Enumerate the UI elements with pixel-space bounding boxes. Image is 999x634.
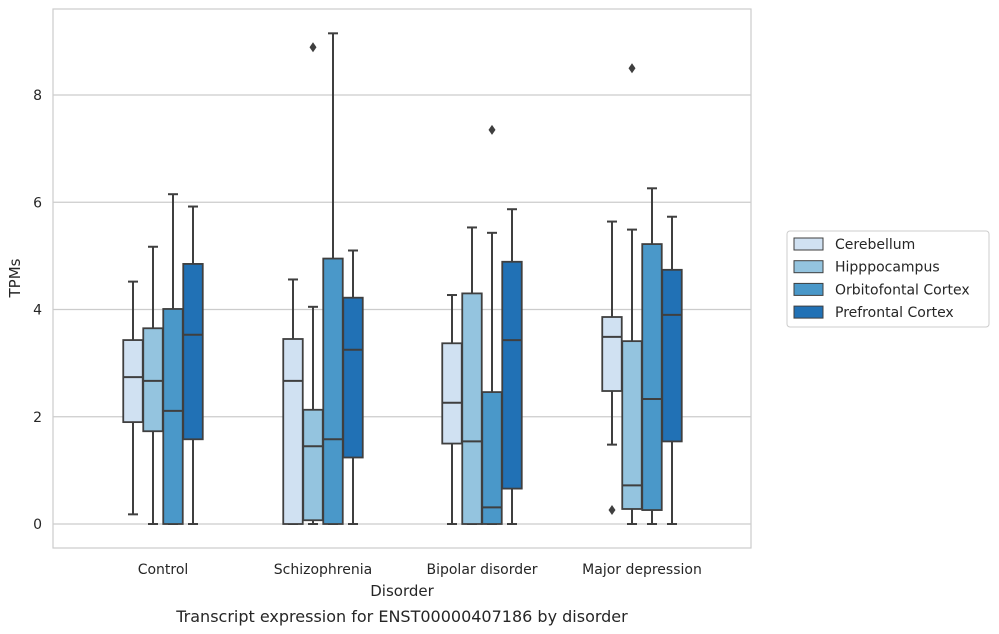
y-axis-ticks: 0 2 4 6 8: [33, 88, 42, 533]
legend-item-hipppocampus: Hipppocampus: [793, 260, 940, 276]
box-iqr: [501, 260, 523, 490]
box-iqr: [142, 327, 164, 433]
legend-swatch: [793, 282, 824, 296]
box-orbitofontal-cortex-schizophrenia: [322, 32, 344, 525]
outlier-point: [488, 124, 496, 135]
outlier-point: [628, 63, 636, 74]
box-prefrontal-cortex-schizophrenia: [342, 249, 364, 525]
y-tick-label-8: 8: [33, 88, 42, 104]
outlier-point: [309, 42, 317, 53]
box-iqr: [162, 308, 184, 525]
box-prefrontal-cortex-major-depression: [661, 215, 683, 525]
box-iqr: [601, 316, 623, 392]
x-tick-label-bipolar-disorder: Bipolar disorder: [426, 562, 537, 578]
y-tick-label-4: 4: [33, 303, 42, 319]
y-tick-label-0: 0: [33, 517, 42, 533]
box-orbitofontal-cortex-major-depression: [641, 187, 663, 525]
legend-label: Cerebellum: [835, 237, 915, 253]
legend-label: Prefrontal Cortex: [835, 305, 954, 321]
y-tick-label-2: 2: [33, 410, 42, 426]
legend-items: Cerebellum Hipppocampus Orbitofontal Corte…: [793, 237, 970, 321]
box-prefrontal-cortex-bipolar-disorder: [501, 208, 523, 525]
x-tick-label-schizophrenia: Schizophrenia: [274, 562, 372, 578]
x-axis-ticks: Control Schizophrenia Bipolar disorder Majo…: [138, 562, 702, 578]
legend-swatch: [793, 237, 824, 251]
legend-item-orbitofontal-cortex: Orbitofontal Cortex: [793, 282, 970, 298]
box-iqr: [661, 268, 683, 443]
box-iqr: [481, 391, 503, 525]
legend: Cerebellum Hipppocampus Orbitofontal Corte…: [786, 230, 990, 328]
x-axis-title: Disorder: [370, 582, 434, 600]
box-iqr: [122, 339, 144, 424]
box-iqr: [282, 338, 304, 525]
box-iqr: [621, 340, 643, 510]
box-cerebellum-control: [122, 280, 144, 516]
legend-label: Hipppocampus: [835, 260, 940, 276]
box-iqr: [441, 342, 463, 445]
box-hipppocampus-major-depression: [621, 63, 643, 525]
chart-caption: Transcript expression for ENST0000040718…: [175, 607, 628, 626]
legend-item-prefrontal-cortex: Prefrontal Cortex: [793, 305, 954, 321]
box-orbitofontal-cortex-control: [162, 193, 184, 525]
boxes: [122, 32, 683, 525]
box-iqr: [461, 292, 483, 525]
box-iqr: [322, 257, 344, 525]
legend-item-cerebellum: Cerebellum: [793, 237, 915, 253]
box-iqr: [182, 263, 204, 441]
x-tick-label-major-depression: Major depression: [582, 562, 702, 578]
legend-label: Orbitofontal Cortex: [835, 282, 970, 298]
y-tick-label-6: 6: [33, 195, 42, 211]
legend-swatch: [793, 260, 824, 274]
box-prefrontal-cortex-control: [182, 205, 204, 525]
outlier-point: [608, 505, 616, 516]
box-cerebellum-major-depression: [601, 220, 623, 516]
legend-swatch: [793, 305, 824, 319]
x-tick-label-control: Control: [138, 562, 189, 578]
box-iqr: [302, 408, 324, 522]
box-iqr: [342, 296, 364, 459]
box-cerebellum-schizophrenia: [282, 278, 304, 525]
box-iqr: [641, 243, 663, 511]
legend-frame: [786, 230, 990, 328]
y-axis-title: TPMs: [6, 258, 24, 298]
